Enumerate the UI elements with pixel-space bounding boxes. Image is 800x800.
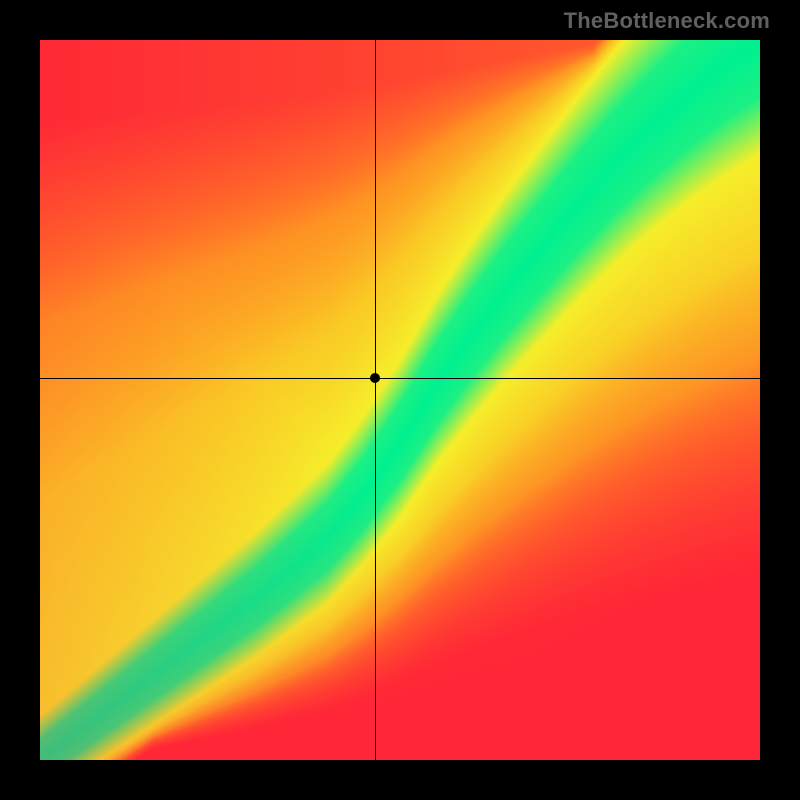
heatmap-plot xyxy=(40,40,760,760)
heatmap-canvas xyxy=(40,40,760,760)
crosshair-vertical xyxy=(375,40,376,760)
watermark-text: TheBottleneck.com xyxy=(564,8,770,34)
chart-container: TheBottleneck.com xyxy=(0,0,800,800)
marker-point xyxy=(370,373,380,383)
crosshair-horizontal xyxy=(40,378,760,379)
